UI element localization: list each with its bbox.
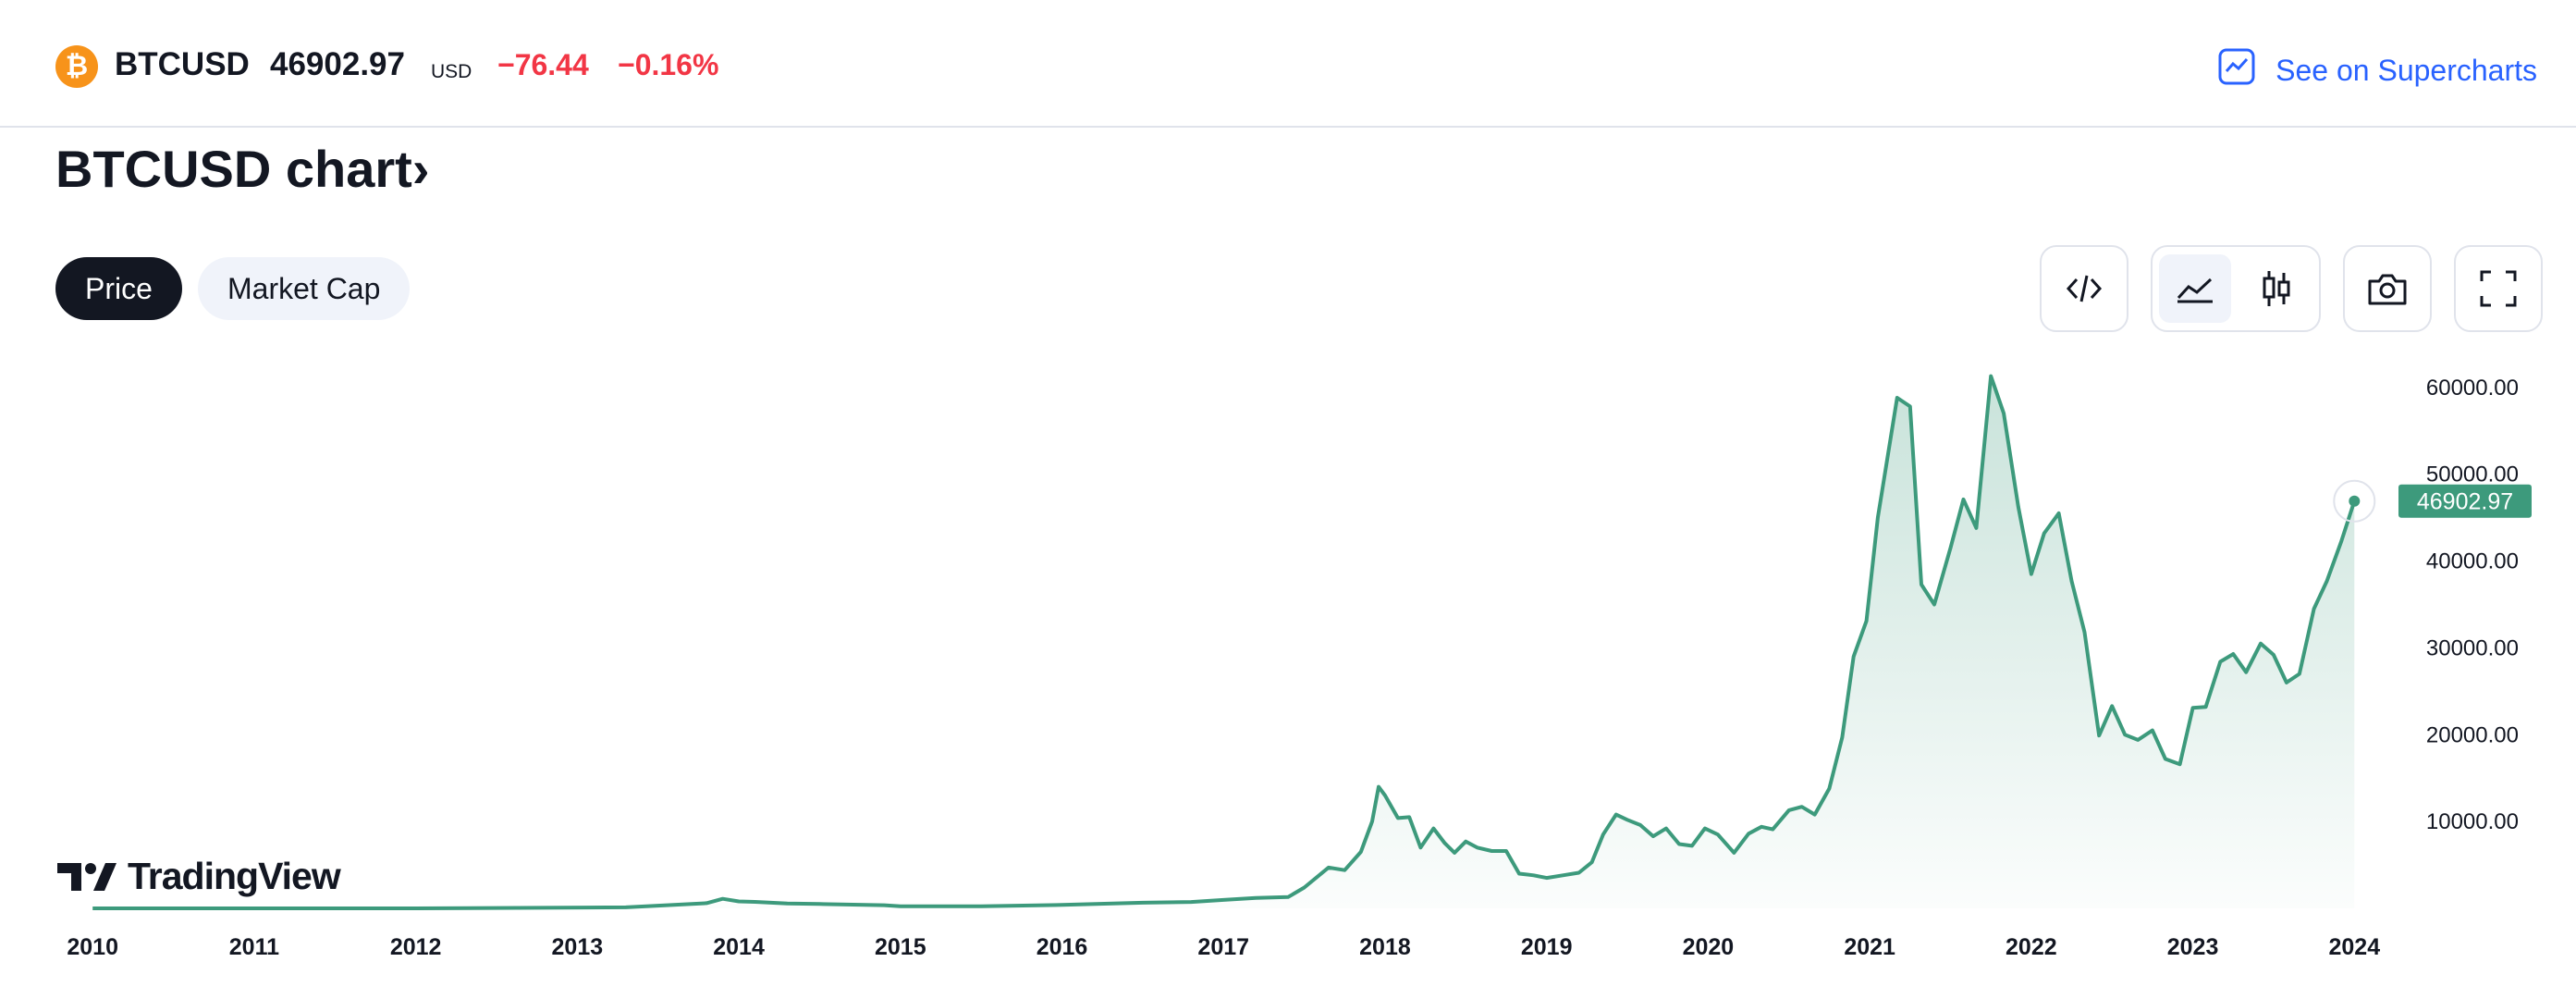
y-tick-label: 40000.00: [2426, 549, 2519, 574]
supercharts-link-label: See on Supercharts: [2275, 53, 2537, 87]
x-tick-label: 2024: [2328, 934, 2380, 960]
chart-title-link[interactable]: BTCUSD chart›: [55, 139, 429, 199]
see-on-supercharts-link[interactable]: See on Supercharts: [2218, 48, 2537, 92]
price-chart[interactable]: 60000.00 50000.00 40000.00 30000.00 20000.00…: [0, 352, 2576, 980]
x-tick-label: 2012: [390, 934, 442, 960]
x-tick-label: 2018: [1359, 934, 1411, 960]
candles-style-button[interactable]: [2240, 254, 2312, 323]
tradingview-wordmark: TradingView: [128, 855, 341, 897]
x-tick-label: 2021: [1844, 934, 1895, 960]
last-value-badge: [2398, 484, 2532, 518]
y-tick-label: 10000.00: [2426, 809, 2519, 834]
tab-price[interactable]: Price: [55, 257, 182, 320]
snapshot-button[interactable]: [2351, 254, 2423, 323]
area-style-button[interactable]: [2159, 254, 2231, 323]
code-embed-icon: [2066, 275, 2103, 302]
x-tick-label: 2020: [1683, 934, 1735, 960]
embed-code-button[interactable]: [2048, 254, 2120, 323]
page-title: BTCUSD chart: [55, 140, 412, 198]
last-point-halo: [2333, 479, 2376, 523]
y-tick-label: 30000.00: [2426, 635, 2519, 660]
last-value-label: 46902.97: [2417, 489, 2513, 515]
fullscreen-icon: [2480, 270, 2517, 307]
camera-icon: [2368, 274, 2407, 305]
tradingview-mark-icon: [57, 862, 117, 891]
x-tick-label: 2023: [2167, 934, 2219, 960]
chart-style-group: [2151, 245, 2321, 332]
symbol-name: BTCUSD: [115, 46, 250, 82]
last-point-marker: [2349, 495, 2361, 507]
y-tick-label: 60000.00: [2426, 376, 2519, 401]
current-price: 46902.97: [270, 46, 405, 82]
x-tick-label: 2016: [1037, 934, 1088, 960]
tab-market-cap[interactable]: Market Cap: [198, 257, 411, 320]
price-series-line: [92, 374, 2357, 910]
x-tick-label: 2014: [713, 934, 765, 960]
snapshot-group: [2343, 245, 2432, 332]
price-currency: USD: [431, 61, 472, 82]
y-tick-label: 20000.00: [2426, 722, 2519, 747]
tradingview-logo: TradingView: [57, 855, 341, 898]
price-area-fill: [92, 376, 2355, 909]
price-change-percent: −0.16%: [618, 48, 719, 81]
x-tick-label: 2017: [1197, 934, 1249, 960]
x-tick-label: 2019: [1521, 934, 1573, 960]
embed-group: [2040, 245, 2128, 332]
candles-chart-icon: [2263, 271, 2290, 306]
y-tick-label: 50000.00: [2426, 462, 2519, 487]
price-change: −76.44: [497, 48, 589, 81]
chevron-right-icon: ›: [411, 140, 430, 198]
fullscreen-group: [2454, 245, 2543, 332]
x-tick-label: 2011: [229, 934, 279, 960]
x-tick-label: 2013: [552, 934, 604, 960]
bitcoin-icon: ₿: [55, 45, 98, 88]
symbol-header: ₿ BTCUSD 46902.97 USD −76.44 −0.16% See …: [0, 0, 2576, 128]
x-tick-label: 2015: [875, 934, 926, 960]
supercharts-icon: [2218, 48, 2255, 92]
x-tick-label: 2022: [2006, 934, 2057, 960]
x-tick-label: 2010: [67, 934, 118, 960]
fullscreen-button[interactable]: [2462, 254, 2534, 323]
area-chart-icon: [2177, 278, 2213, 303]
